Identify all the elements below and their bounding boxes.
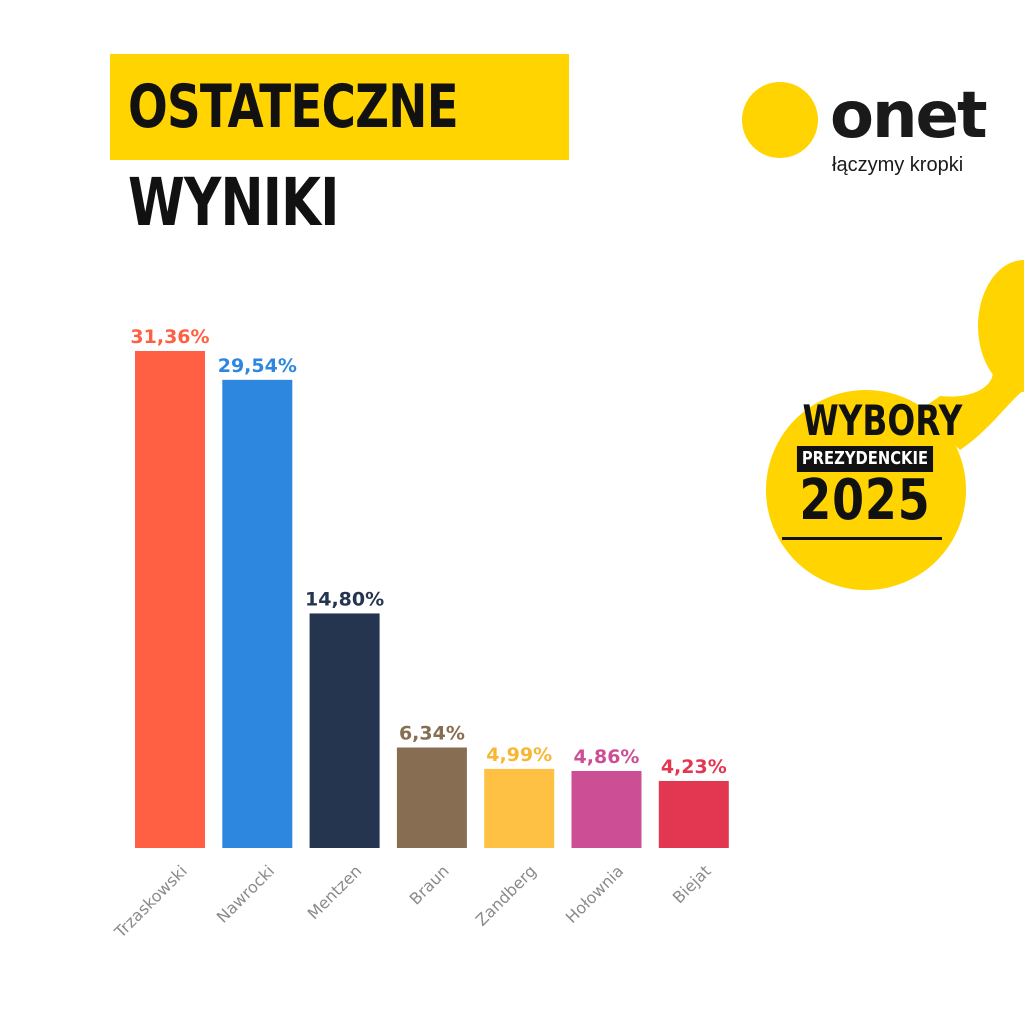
bar-mentzen xyxy=(309,613,380,848)
bar-braun xyxy=(396,747,467,848)
bar-biejat xyxy=(658,780,729,848)
category-label: Mentzen xyxy=(304,861,366,923)
category-label: Hołownia xyxy=(562,861,628,927)
value-label: 14,80% xyxy=(305,588,384,610)
onet-logo: onet łączymy kropki xyxy=(742,76,988,186)
bar-zandberg xyxy=(484,768,555,848)
value-label: 4,99% xyxy=(486,744,552,766)
bar-hołownia xyxy=(571,770,642,848)
election-badge: WYBORY PREZYDENCKIE 2025 xyxy=(780,398,962,533)
badge-year: 2025 xyxy=(799,468,931,533)
badge-rule xyxy=(782,537,942,540)
logo-dot-icon xyxy=(742,82,818,158)
badge-line1: WYBORY xyxy=(802,396,963,445)
bar-trzaskowski xyxy=(135,351,205,848)
title-line2-wrap: WYNIKI xyxy=(128,164,398,241)
election-badge-shape xyxy=(766,260,1024,590)
logo-tagline: łączymy kropki xyxy=(832,154,964,176)
category-label: Trzaskowski xyxy=(110,861,191,942)
value-label: 31,36% xyxy=(130,326,209,348)
title-line2: WYNIKI xyxy=(128,164,339,241)
category-label: Biejat xyxy=(669,861,715,907)
title-line1: OSTATECZNE xyxy=(128,72,459,142)
category-label: Zandberg xyxy=(472,861,540,929)
bar-nawrocki xyxy=(222,379,293,848)
value-label: 4,23% xyxy=(661,756,727,778)
logo-word: onet xyxy=(830,79,988,153)
badge-line2: PREZYDENCKIE xyxy=(796,446,934,472)
title-box: OSTATECZNE xyxy=(110,54,569,160)
category-label: Braun xyxy=(406,861,453,908)
value-label: 4,86% xyxy=(574,746,640,768)
value-label: 6,34% xyxy=(399,723,465,745)
value-label: 29,54% xyxy=(218,355,297,377)
category-label: Nawrocki xyxy=(213,861,278,926)
